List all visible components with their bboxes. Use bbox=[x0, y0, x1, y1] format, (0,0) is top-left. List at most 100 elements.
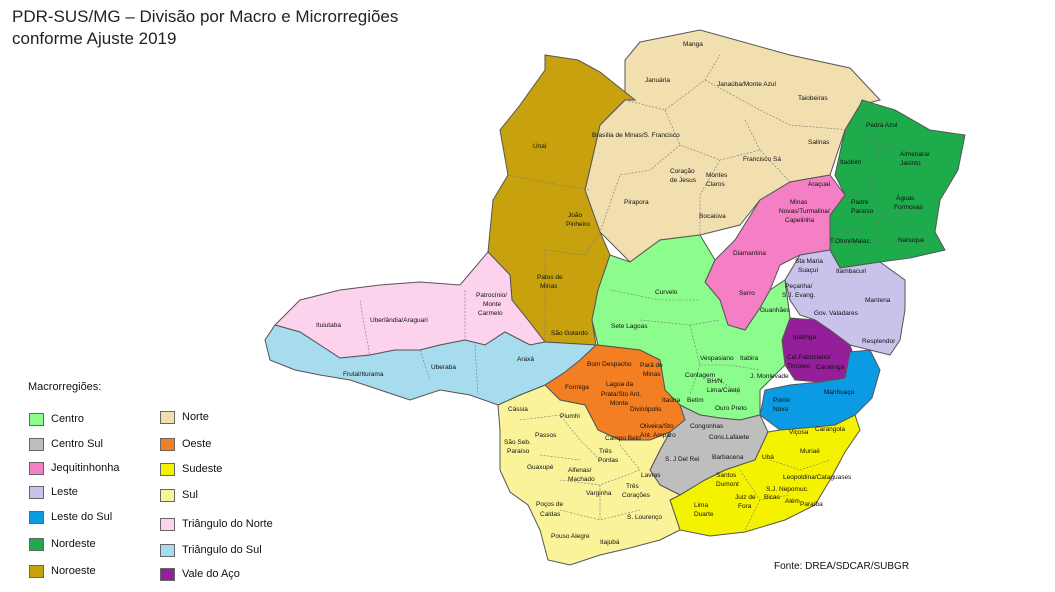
label-pecanha-2: S.J. Evang. bbox=[782, 292, 815, 299]
micro-borders-centro bbox=[609, 289, 761, 396]
label-sta-maria-1: Sta Maria bbox=[795, 258, 823, 265]
label-ipatinga: Ipatinga bbox=[793, 334, 817, 341]
region-sudeste[interactable] bbox=[669, 414, 861, 537]
label-santos-dumont-1: Santos bbox=[716, 472, 737, 479]
label-divinopolis: Divinópolis bbox=[630, 406, 662, 413]
label-vespasiano: Vespasiano bbox=[700, 355, 734, 362]
label-oliveira-1: Oliveira/Sto bbox=[640, 423, 674, 430]
legend-swatch bbox=[29, 413, 44, 426]
label-tres-pontas-1: Três bbox=[599, 448, 613, 455]
legend-swatch bbox=[160, 438, 175, 451]
label-lagoa-2: Prata/Sto Ant. bbox=[601, 391, 641, 398]
label-formiga: Formiga bbox=[565, 384, 589, 391]
label-itabira: Itabira bbox=[740, 355, 758, 362]
label-uberaba: Uberaba bbox=[431, 364, 456, 371]
label-coracao-2: de Jesus bbox=[670, 177, 697, 184]
label-campo-belo: Campo Belo bbox=[605, 435, 641, 442]
label-mantena: Mantena bbox=[865, 297, 891, 304]
label-aguas-1: Águas bbox=[896, 193, 915, 202]
label-bocaiuva: Bocaiúva bbox=[699, 213, 726, 220]
label-para-minas-2: Minas bbox=[643, 371, 661, 378]
source-credit: Fonte: DREA/SDCAR/SUBGR bbox=[774, 561, 910, 572]
label-sj-nepomuceno: S.J. Nepomuc. bbox=[766, 486, 809, 493]
label-sta-maria-2: Suaçuí bbox=[798, 267, 818, 274]
label-aguas-2: Formosas bbox=[894, 204, 924, 211]
label-lagoa-3: Monte bbox=[610, 400, 628, 407]
legend-title: Macrorregiões: bbox=[28, 381, 102, 393]
legend-swatch bbox=[29, 462, 44, 475]
region-sul[interactable] bbox=[497, 384, 682, 566]
legend-swatch bbox=[160, 489, 175, 502]
label-jmonlevade: J. Monlevade bbox=[750, 373, 789, 380]
label-pirapora: Pirapora bbox=[624, 199, 649, 206]
label-sao-seb-2: Paraíso bbox=[507, 448, 530, 455]
legend-swatch bbox=[29, 538, 44, 551]
label-taiobeiras: Taiobeiras bbox=[798, 95, 828, 102]
label-varginha: Varginha bbox=[586, 490, 612, 497]
legend-swatch bbox=[160, 544, 175, 557]
label-patrocinio-3: Carmelo bbox=[478, 310, 503, 317]
label-bom-despacho: Bom Despacho bbox=[587, 361, 632, 368]
label-alem-paraiba-1: Além bbox=[785, 498, 800, 505]
label-ponte-nova-1: Ponte bbox=[773, 397, 790, 404]
label-oliveira-2: Ant. Amparo bbox=[640, 432, 676, 439]
label-patos-1: Patos de bbox=[537, 274, 563, 281]
label-cons-lafaiete: Cons.Lafaiete bbox=[709, 434, 749, 441]
label-uberlandia: Uberlândia/Araguari bbox=[370, 317, 428, 324]
label-nanuque: Nanuque bbox=[898, 237, 925, 244]
label-januaria: Januária bbox=[645, 77, 670, 84]
label-pecanha-1: Peçanha/ bbox=[785, 283, 813, 290]
label-patrocinio-2: Monte bbox=[483, 301, 501, 308]
legend-label: Triângulo do Sul bbox=[182, 544, 262, 556]
label-alem-paraiba-2: Paraíba bbox=[800, 501, 823, 508]
label-contagem: Contagem bbox=[685, 372, 715, 379]
label-piumhi: Piumhi bbox=[560, 413, 580, 420]
region-nordeste[interactable] bbox=[829, 99, 966, 269]
legend-swatch bbox=[160, 463, 175, 476]
label-lima-duarte-1: Lima bbox=[694, 502, 708, 509]
label-leopoldina: Leopoldina/Cataguases bbox=[783, 474, 852, 481]
micro-borders-triangulos bbox=[359, 290, 479, 396]
label-minas-novas-1: Minas bbox=[790, 199, 808, 206]
map-title: PDR-SUS/MG – Divisão por Macro e Microrr… bbox=[12, 6, 398, 50]
legend-label: Oeste bbox=[182, 438, 212, 450]
label-sao-gotardo: São Gotardo bbox=[551, 330, 588, 337]
region-noroeste[interactable] bbox=[487, 54, 637, 346]
label-muriae: Muriaé bbox=[800, 448, 820, 455]
label-almenara-2: Jacinto bbox=[900, 160, 921, 167]
label-gov-valadares: Gov. Valadares bbox=[814, 310, 859, 317]
label-pocos-2: Caldas bbox=[540, 511, 561, 518]
label-betim: Betim bbox=[687, 397, 704, 404]
legend-label: Triângulo do Norte bbox=[182, 518, 273, 530]
label-serro: Serro bbox=[739, 290, 755, 297]
label-uba: Ubá bbox=[762, 454, 774, 461]
legend-label: Leste bbox=[51, 486, 78, 498]
legend-label: Centro bbox=[51, 413, 85, 425]
label-santos-dumont-2: Dumont bbox=[716, 481, 739, 488]
map-title-line-2: conforme Ajuste 2019 bbox=[12, 29, 177, 48]
label-pedra-azul: Pedra Azul bbox=[866, 122, 898, 129]
label-patos-2: Minas bbox=[540, 283, 558, 290]
legend-swatch bbox=[29, 486, 44, 499]
label-tres-coracoes-1: Três bbox=[626, 483, 640, 490]
label-alfenas-2: Machado bbox=[568, 476, 595, 483]
region-triangulo-do-sul[interactable] bbox=[264, 324, 598, 406]
label-brasilia: Brasília de Minas/S. Francisco bbox=[592, 132, 680, 139]
legend-swatch bbox=[160, 518, 175, 531]
legend-swatch bbox=[160, 411, 175, 424]
map-title-line-1: PDR-SUS/MG – Divisão por Macro e Microrr… bbox=[12, 7, 399, 26]
label-montes-1: Montes bbox=[706, 172, 728, 179]
label-sjdelrei: S. J Del Rei bbox=[665, 456, 699, 463]
label-minas-novas-2: Novas/Turmalina/ bbox=[779, 208, 830, 215]
label-congonhas: Congonhas bbox=[690, 423, 724, 430]
legend-label: Leste do Sul bbox=[51, 511, 113, 523]
label-s-lourenco: S. Lourenço bbox=[627, 514, 662, 521]
label-tres-pontas-2: Pontas bbox=[598, 457, 619, 464]
label-minas-novas-3: Capelinha bbox=[785, 217, 815, 224]
legend-swatch bbox=[29, 438, 44, 451]
label-francisco-sa: Francisco Sá bbox=[743, 156, 781, 163]
label-vicosa: Viçosa bbox=[789, 429, 809, 436]
label-ouro-preto: Ouro Preto bbox=[715, 405, 747, 412]
label-joao-2: Pinheiro bbox=[566, 221, 590, 228]
label-guaxupe: Guaxupé bbox=[527, 464, 554, 471]
